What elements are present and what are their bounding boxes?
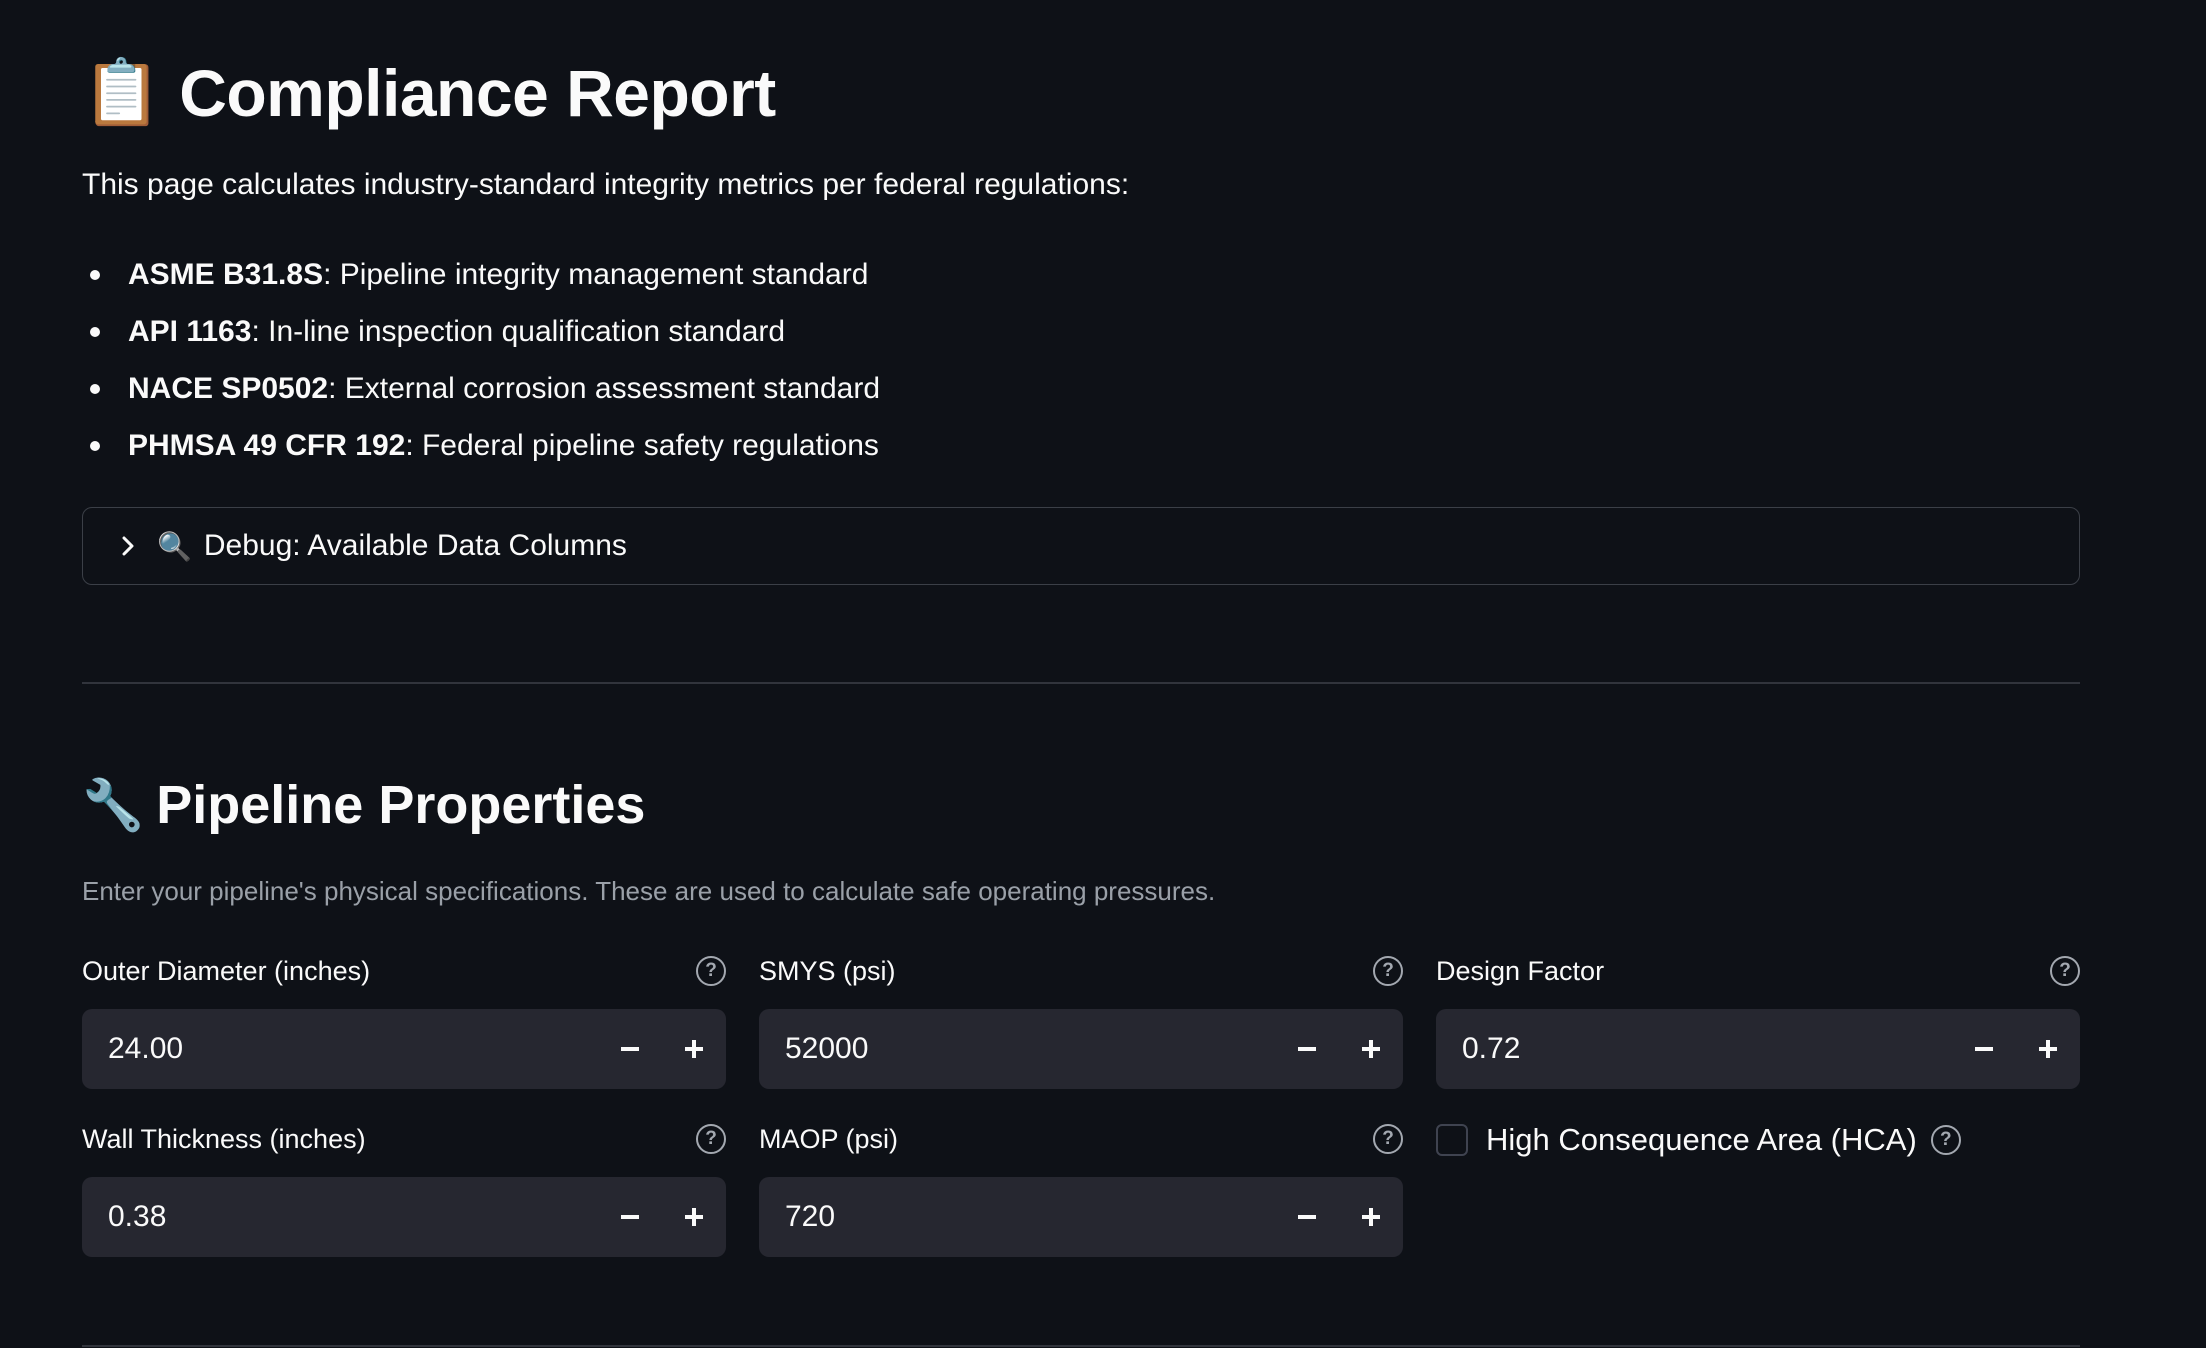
standard-desc: : External corrosion assessment standard: [328, 371, 881, 405]
standard-desc: : Pipeline integrity management standard: [323, 257, 869, 291]
wall-thickness-input-wrap: [82, 1177, 726, 1257]
magnifier-icon: 🔍: [157, 529, 192, 563]
increment-button[interactable]: [662, 1177, 726, 1257]
chevron-right-icon: [117, 535, 139, 557]
smys-label: SMYS (psi): [759, 955, 896, 986]
smys-input[interactable]: [785, 1032, 1275, 1066]
help-icon[interactable]: ?: [1373, 1124, 1403, 1154]
help-icon[interactable]: ?: [696, 956, 726, 986]
decrement-button[interactable]: [1275, 1009, 1339, 1089]
minus-icon: [1975, 1047, 1993, 1051]
decrement-button[interactable]: [598, 1177, 662, 1257]
debug-expander[interactable]: 🔍 Debug: Available Data Columns: [82, 507, 2080, 585]
wall-thickness-input[interactable]: [108, 1200, 598, 1234]
standard-code: PHMSA 49 CFR 192: [128, 428, 406, 462]
page-title: 📋 Compliance Report: [82, 48, 776, 138]
design-factor-input[interactable]: [1462, 1032, 1952, 1066]
decrement-button[interactable]: [598, 1009, 662, 1089]
standard-desc: : In-line inspection qualification stand…: [251, 314, 786, 348]
plus-icon: [685, 1040, 703, 1057]
increment-button[interactable]: [2016, 1009, 2080, 1089]
help-icon[interactable]: ?: [1373, 956, 1403, 986]
design-factor-input-wrap: [1436, 1009, 2080, 1089]
increment-button[interactable]: [1339, 1177, 1403, 1257]
maop-field: MAOP (psi) ?: [759, 1119, 1403, 1257]
intro-text: This page calculates industry-standard i…: [82, 168, 1130, 201]
minus-icon: [1298, 1215, 1316, 1219]
maop-label: MAOP (psi): [759, 1123, 899, 1154]
smys-input-wrap: [759, 1009, 1403, 1089]
standards-list: ASME B31.8S: Pipeline integrity manageme…: [82, 246, 1482, 474]
decrement-button[interactable]: [1952, 1009, 2016, 1089]
plus-icon: [1362, 1040, 1380, 1057]
hca-checkbox[interactable]: [1436, 1124, 1468, 1156]
help-icon[interactable]: ?: [2050, 956, 2080, 986]
hca-checkbox-row[interactable]: High Consequence Area (HCA) ?: [1436, 1118, 1961, 1162]
increment-button[interactable]: [1339, 1009, 1403, 1089]
plus-icon: [1362, 1208, 1380, 1225]
outer-diameter-input-wrap: [82, 1009, 726, 1089]
plus-icon: [2039, 1040, 2057, 1057]
list-item: API 1163: In-line inspection qualificati…: [82, 303, 1482, 360]
outer-diameter-field: Outer Diameter (inches) ?: [82, 951, 726, 1089]
design-factor-label: Design Factor: [1436, 955, 1605, 986]
list-item: ASME B31.8S: Pipeline integrity manageme…: [82, 246, 1482, 303]
minus-icon: [621, 1047, 639, 1051]
divider: [82, 1345, 2080, 1347]
smys-field: SMYS (psi) ?: [759, 951, 1403, 1089]
standard-code: NACE SP0502: [128, 371, 329, 405]
outer-diameter-input[interactable]: [108, 1032, 598, 1066]
minus-icon: [621, 1215, 639, 1219]
wall-thickness-label: Wall Thickness (inches): [82, 1123, 366, 1154]
page-title-text: Compliance Report: [179, 56, 776, 130]
wall-thickness-field: Wall Thickness (inches) ?: [82, 1119, 726, 1257]
help-icon[interactable]: ?: [696, 1124, 726, 1154]
maop-input-wrap: [759, 1177, 1403, 1257]
hca-label: High Consequence Area (HCA): [1486, 1122, 1917, 1157]
design-factor-field: Design Factor ?: [1436, 951, 2080, 1089]
divider: [82, 682, 2080, 684]
increment-button[interactable]: [662, 1009, 726, 1089]
clipboard-icon: 📋: [82, 56, 162, 130]
help-icon[interactable]: ?: [1930, 1125, 1961, 1155]
plus-icon: [685, 1208, 703, 1225]
debug-expander-label: Debug: Available Data Columns: [203, 529, 627, 562]
standard-desc: : Federal pipeline safety regulations: [405, 428, 879, 462]
standard-code: API 1163: [128, 314, 252, 348]
section-title-text: Pipeline Properties: [156, 775, 646, 835]
wrench-icon: 🔧: [82, 775, 145, 834]
decrement-button[interactable]: [1275, 1177, 1339, 1257]
section-title: 🔧 Pipeline Properties: [82, 770, 645, 840]
maop-input[interactable]: [785, 1200, 1275, 1234]
standard-code: ASME B31.8S: [128, 257, 324, 291]
minus-icon: [1298, 1047, 1316, 1051]
section-caption: Enter your pipeline's physical specifica…: [82, 876, 1216, 906]
list-item: NACE SP0502: External corrosion assessme…: [82, 360, 1482, 417]
list-item: PHMSA 49 CFR 192: Federal pipeline safet…: [82, 417, 1482, 474]
outer-diameter-label: Outer Diameter (inches): [82, 955, 371, 986]
